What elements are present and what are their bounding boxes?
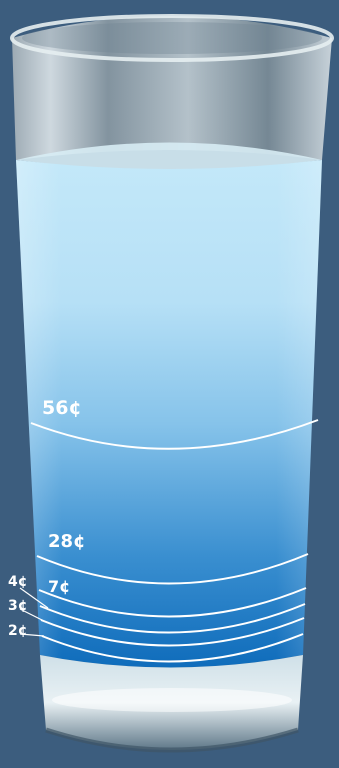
level-line-7 bbox=[38, 587, 307, 618]
level-line-3 bbox=[40, 617, 305, 647]
level-label-28: 28¢ bbox=[48, 531, 86, 552]
level-label-3: 3¢ bbox=[8, 598, 27, 614]
leader-4 bbox=[19, 587, 49, 609]
level-line-28 bbox=[36, 553, 309, 585]
level-line-4 bbox=[39, 603, 306, 634]
level-label-56: 56¢ bbox=[42, 397, 82, 419]
glass-rim bbox=[12, 16, 332, 160]
glass-rim-edge bbox=[10, 14, 334, 62]
level-line-2 bbox=[41, 633, 304, 663]
water-surface bbox=[16, 142, 322, 170]
level-line-56 bbox=[30, 419, 319, 450]
level-label-7: 7¢ bbox=[48, 577, 70, 596]
leader-2 bbox=[19, 633, 45, 637]
level-label-2: 2¢ bbox=[8, 623, 27, 639]
leader-3 bbox=[19, 608, 47, 623]
level-label-4: 4¢ bbox=[8, 574, 27, 590]
